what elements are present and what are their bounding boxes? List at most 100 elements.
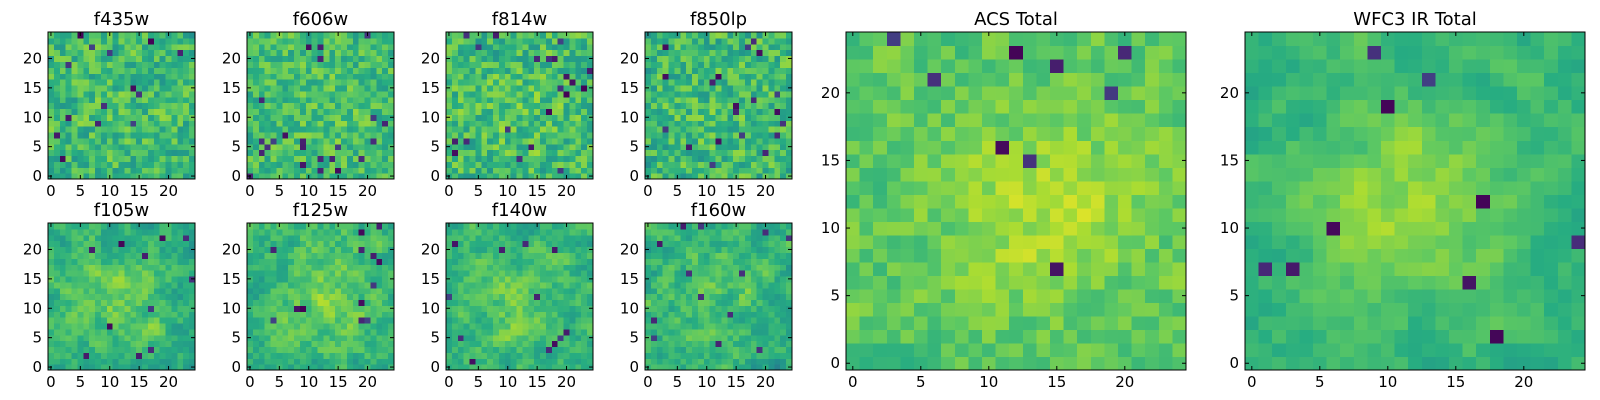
heatmap-cell	[662, 90, 670, 98]
heatmap-cell	[376, 352, 383, 359]
heatmap-cell	[534, 293, 541, 301]
heatmap-cell	[692, 340, 699, 348]
x-tick-label: 0	[444, 182, 454, 200]
heatmap-cell	[130, 102, 137, 110]
y-tick-label: 10	[222, 108, 241, 126]
heatmap-cell	[247, 317, 254, 324]
heatmap-cell	[516, 149, 524, 157]
heatmap-cell	[446, 49, 453, 57]
heatmap-cell	[487, 137, 494, 145]
heatmap-cell	[662, 61, 670, 68]
heatmap-cell	[77, 49, 84, 57]
heatmap-cell	[540, 352, 547, 359]
heatmap-cell	[510, 32, 518, 39]
heatmap-cell	[59, 131, 67, 139]
heatmap-cell	[65, 61, 73, 68]
heatmap-cell	[481, 346, 488, 353]
heatmap-cell	[65, 49, 73, 57]
heatmap-cell	[715, 305, 723, 312]
heatmap-cell	[697, 114, 705, 121]
heatmap-cell	[83, 246, 90, 253]
heatmap-cell	[159, 234, 167, 242]
heatmap-cell	[715, 293, 723, 301]
heatmap-cell	[388, 281, 395, 289]
heatmap-cell	[534, 149, 541, 157]
heatmap-cell	[282, 246, 289, 253]
heatmap-cell	[656, 334, 664, 342]
heatmap-cell	[77, 340, 84, 348]
heatmap-cell	[177, 79, 184, 86]
heatmap-cell	[118, 258, 126, 265]
heatmap-cell	[89, 252, 96, 259]
heatmap-cell	[750, 79, 758, 86]
heatmap-cell	[177, 73, 184, 80]
heatmap-cell	[118, 234, 126, 242]
heatmap-cell	[469, 287, 476, 295]
heatmap-cell	[71, 96, 78, 104]
heatmap-cell	[650, 143, 658, 151]
heatmap-cell	[469, 281, 476, 289]
heatmap-cell	[294, 293, 301, 301]
heatmap-cell	[569, 96, 576, 104]
heatmap-cell	[106, 258, 114, 265]
heatmap-cell	[165, 143, 173, 151]
heatmap-cell	[364, 305, 372, 312]
heatmap-cell	[258, 346, 266, 353]
heatmap-cell	[153, 223, 161, 230]
heatmap-cell	[124, 305, 131, 312]
heatmap-cell	[171, 167, 178, 174]
heatmap-cell	[77, 114, 84, 121]
heatmap-cell	[551, 358, 559, 365]
heatmap-cell	[112, 311, 120, 318]
heatmap-cell	[744, 84, 752, 92]
heatmap-cell	[376, 173, 383, 180]
heatmap-cell	[71, 67, 78, 74]
heatmap-cell	[358, 108, 366, 115]
heatmap-cell	[335, 275, 342, 283]
heatmap-cell	[112, 73, 120, 80]
heatmap-cell	[487, 293, 494, 301]
heatmap-cell	[299, 114, 307, 121]
heatmap-cell	[48, 96, 55, 104]
heatmap-cell	[727, 293, 734, 301]
heatmap-cell	[118, 287, 126, 295]
heatmap-cell	[65, 252, 73, 259]
heatmap-cell	[715, 108, 723, 115]
heatmap-cell	[534, 49, 541, 57]
heatmap-cell	[288, 228, 295, 236]
heatmap-cell	[95, 340, 102, 348]
heatmap-cell	[727, 305, 734, 312]
heatmap-cell	[89, 346, 96, 353]
heatmap-cell	[171, 96, 178, 104]
heatmap-cell	[463, 334, 471, 342]
heatmap-cell	[674, 55, 681, 62]
heatmap-cell	[774, 364, 781, 371]
heatmap-cell	[323, 293, 330, 301]
heatmap-cell	[703, 79, 711, 86]
heatmap-cell	[48, 120, 55, 127]
heatmap-cell	[756, 79, 764, 86]
heatmap-cell	[329, 43, 336, 51]
heatmap-cell	[581, 143, 588, 151]
heatmap-cell	[130, 322, 137, 330]
heatmap-cell	[510, 223, 518, 230]
heatmap-cell	[323, 364, 330, 371]
heatmap-cell	[762, 114, 770, 121]
heatmap-cell	[516, 102, 524, 110]
heatmap-cell	[581, 114, 588, 121]
heatmap-cell	[329, 173, 336, 180]
x-tick-label: 0	[643, 182, 653, 200]
heatmap-cell	[733, 334, 740, 342]
heatmap-cell	[709, 32, 717, 39]
heatmap-cell	[270, 311, 277, 318]
heatmap-cell	[311, 317, 319, 324]
heatmap-cell	[709, 149, 717, 157]
heatmap-cell	[136, 258, 143, 265]
heatmap-cell	[674, 281, 681, 289]
heatmap-cell	[59, 334, 67, 342]
heatmap-cell	[774, 293, 781, 301]
heatmap-cell	[270, 364, 277, 371]
heatmap-cell	[516, 84, 524, 92]
heatmap-cell	[183, 258, 190, 265]
heatmap-cell	[557, 79, 565, 86]
